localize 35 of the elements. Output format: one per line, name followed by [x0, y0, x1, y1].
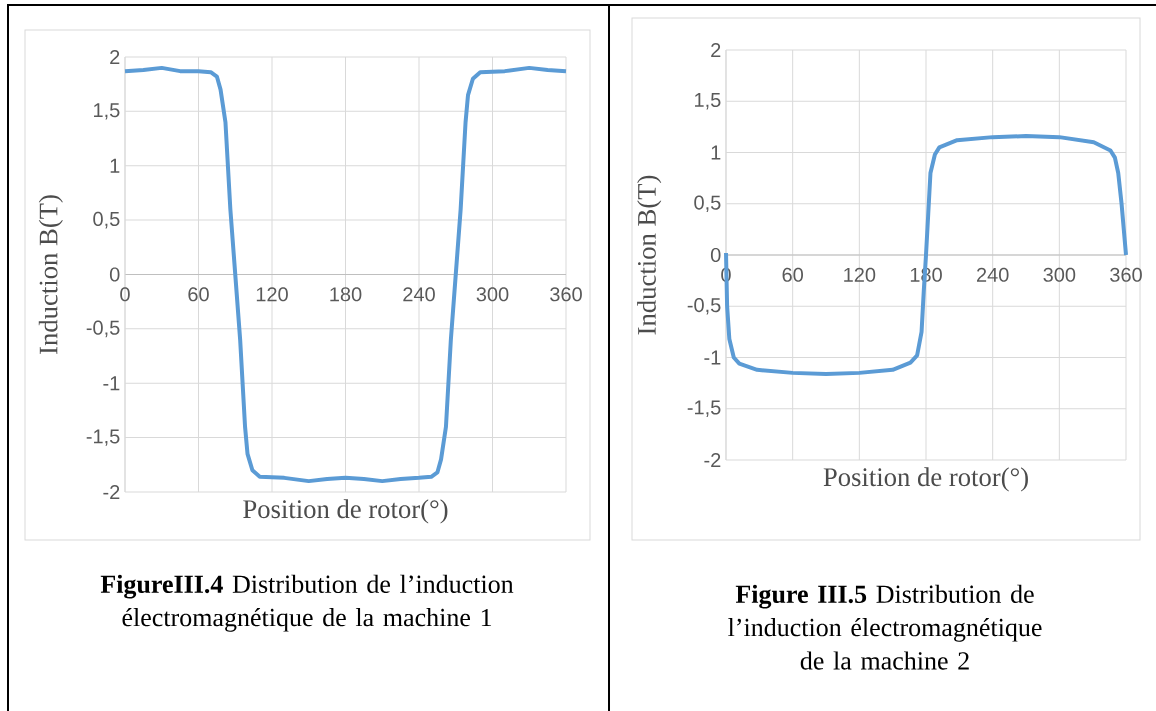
y-tick-label: -2 [704, 453, 721, 467]
y-tick-label: 1 [110, 158, 120, 173]
x-tick-label: 180 [330, 287, 362, 302]
y-tick-label: 1,5 [94, 103, 120, 120]
y-tick-label: 0,5 [694, 195, 721, 212]
y-tick-label: -0,5 [86, 320, 120, 338]
y-tick-label: -1,5 [86, 429, 120, 446]
x-tick-label: 240 [976, 267, 1009, 282]
x-tick-label: 360 [1110, 267, 1142, 282]
y-tick-label: 2 [711, 43, 721, 57]
x-tick-label: 300 [1043, 267, 1076, 282]
text: Figure III.5 Distribution de l’induction électromagnétique de la machine 2 [728, 584, 1042, 670]
y-tick-label: 1,5 [695, 93, 721, 110]
y-tick-label: -0,5 [687, 297, 721, 315]
y-axis-title: Induction B(T) [637, 175, 662, 335]
x-tick-label: 0 [120, 287, 130, 302]
y-tick-label: 2 [110, 50, 120, 64]
x-tick-label: 300 [476, 287, 509, 302]
x-axis-title: Position de rotor(°) [243, 499, 448, 524]
y-tick-label: -1,5 [687, 400, 721, 417]
x-tick-label: 60 [188, 287, 209, 302]
x-tick-label: 240 [403, 287, 435, 302]
y-tick-label: 0 [710, 247, 721, 263]
y-tick-label: 1 [711, 145, 721, 160]
text: FigureIII.4 Distribution de l’induction électromagnétique de la machine 1 [100, 574, 514, 632]
y-tick-label: -2 [103, 485, 120, 499]
x-axis-title: Position de rotor(°) [823, 467, 1028, 492]
x-tick-label: 360 [550, 287, 582, 302]
x-tick-label: 60 [782, 267, 803, 282]
y-tick-label: 0,5 [93, 211, 120, 229]
y-tick-label: -1 [704, 350, 721, 365]
x-tick-label: 120 [256, 287, 288, 302]
y-tick-label: -1 [103, 376, 120, 391]
y-axis-title: Induction B(T) [38, 195, 63, 354]
x-tick-label: 120 [844, 267, 876, 282]
